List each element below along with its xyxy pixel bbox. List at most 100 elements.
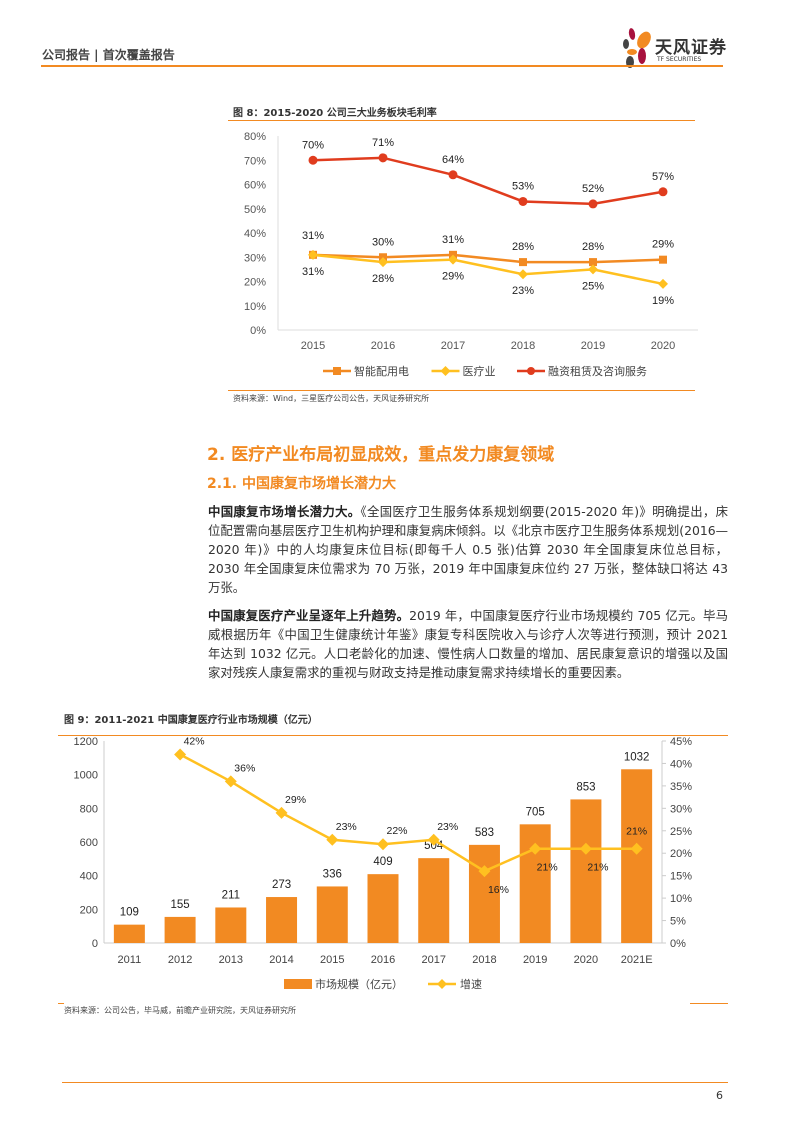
data-point: [308, 249, 318, 260]
bar-label: 273: [272, 879, 291, 891]
legend-label: 融资租赁及咨询服务: [548, 364, 647, 378]
bar: [215, 907, 247, 943]
x-tick-label: 2021E: [621, 954, 653, 966]
data-label: 30%: [372, 236, 394, 248]
paragraph-1-lead: 中国康复市场增长潜力大。: [208, 504, 361, 519]
bar-label: 409: [373, 856, 392, 868]
bar-label: 705: [526, 806, 545, 818]
data-point: [659, 255, 667, 264]
figure9-source: 资料来源：公司公告，毕马威，前瞻产业研究院，天风证券研究所: [64, 1006, 296, 1015]
growth-label: 42%: [184, 735, 205, 747]
bar-label: 155: [170, 899, 189, 911]
data-label: 70%: [302, 139, 324, 151]
growth-point: [478, 865, 491, 878]
legend-label: 医疗业: [463, 364, 496, 378]
legend-bar-swatch: [284, 979, 312, 989]
growth-point: [579, 842, 592, 855]
x-tick-label: 2018: [511, 340, 535, 352]
series-line-1: [312, 253, 664, 286]
paragraph-2-body: 2019 年，中国康复医疗行业市场规模约 705 亿元。毕马威根据历年《中国卫生…: [208, 608, 728, 680]
growth-point: [326, 833, 339, 846]
bar: [164, 916, 196, 943]
data-point: [518, 269, 528, 280]
left-tick-label: 0: [92, 938, 98, 950]
data-point: [308, 155, 318, 165]
legend-marker: [333, 367, 341, 375]
x-tick-label: 2014: [269, 954, 293, 966]
x-tick-label: 2016: [371, 340, 395, 352]
left-tick-label: 200: [80, 904, 98, 916]
bar-label: 853: [576, 781, 595, 793]
x-tick-label: 2011: [118, 954, 142, 966]
paragraph-1: 中国康复市场增长潜力大。《全国医疗卫生服务体系规划纲要(2015-2020 年)…: [208, 502, 728, 597]
y-tick-label: 20%: [244, 277, 266, 289]
growth-point: [427, 833, 440, 846]
right-tick-label: 45%: [670, 736, 692, 748]
right-tick-label: 5%: [670, 916, 686, 928]
right-tick-label: 20%: [670, 848, 692, 860]
data-label: 19%: [652, 295, 674, 307]
left-tick-label: 1200: [74, 736, 98, 748]
bar: [621, 769, 653, 943]
bar-label: 211: [222, 889, 240, 901]
x-tick-label: 2016: [371, 954, 395, 966]
figure8-bottom-rule: [228, 390, 695, 391]
rehab-market-bar-chart: 0 200 400 600 800 1000 1200 0% 5% 10% 15% 20% 25% 30%…: [74, 735, 693, 991]
x-tick-label: 2015: [320, 954, 344, 966]
growth-point: [529, 842, 542, 855]
growth-label: 16%: [488, 884, 509, 896]
right-tick-label: 15%: [670, 871, 692, 883]
growth-point: [630, 842, 643, 855]
figure8-source: 资料来源：Wind，三星医疗公司公告，天风证券研究所: [233, 394, 430, 403]
x-tick-label: 2017: [421, 954, 445, 966]
y-tick-label: 70%: [244, 155, 266, 167]
subsection-heading: 2.1. 中国康复市场增长潜力大: [207, 476, 396, 492]
growth-line: [179, 753, 637, 873]
data-label: 64%: [442, 154, 464, 166]
data-label: 29%: [652, 239, 674, 251]
x-tick-label: 2020: [651, 340, 675, 352]
data-point: [448, 170, 458, 180]
data-point: [588, 199, 598, 209]
figure9-bottom-rule-right: [690, 1003, 728, 1004]
bar-label: 1032: [624, 751, 650, 763]
bar-label: 109: [120, 907, 139, 919]
footer-rule: [62, 1082, 728, 1083]
legend-label: 智能配用电: [354, 364, 409, 378]
x-tick-label: 2017: [441, 340, 465, 352]
y-tick-label: 50%: [244, 204, 266, 216]
bar: [418, 858, 450, 943]
right-tick-label: 0%: [670, 938, 686, 950]
growth-label: 23%: [336, 821, 357, 833]
growth-point: [174, 748, 187, 761]
bar-label: 583: [475, 827, 494, 839]
growth-point: [377, 838, 389, 851]
left-tick-label: 600: [80, 837, 98, 849]
section-heading: 2. 医疗产业布局初显成效，重点发力康复领域: [207, 445, 555, 465]
data-label: 31%: [302, 266, 324, 278]
x-tick-label: 2018: [472, 954, 496, 966]
y-tick-label: 80%: [244, 131, 266, 143]
growth-label: 29%: [285, 794, 306, 806]
growth-label: 21%: [626, 826, 647, 838]
figure9-bottom-rule-left: [58, 1003, 64, 1004]
data-point: [658, 187, 668, 197]
figure9-title: 图 9：2011-2021 中国康复医疗行业市场规模（亿元）: [64, 715, 318, 726]
data-label: 28%: [512, 241, 534, 253]
data-point: [378, 153, 388, 163]
bar: [266, 897, 298, 943]
gross-margin-line-chart: 0% 10% 20% 30% 40% 50% 60% 70% 80% 2015 2016 2017 20…: [244, 131, 698, 378]
logo-text: 天风证券: [655, 38, 727, 58]
x-tick-label: 2019: [523, 954, 547, 966]
data-label: 31%: [442, 234, 464, 246]
growth-point: [224, 775, 237, 788]
data-point: [658, 278, 668, 289]
growth-label: 23%: [437, 821, 458, 833]
bar: [468, 844, 500, 943]
data-point: [378, 257, 388, 268]
data-point: [588, 264, 598, 275]
bar: [113, 924, 145, 943]
y-tick-label: 60%: [244, 180, 266, 192]
report-type: 公司报告 | 首次覆盖报告: [42, 48, 175, 62]
right-tick-label: 30%: [670, 803, 692, 815]
